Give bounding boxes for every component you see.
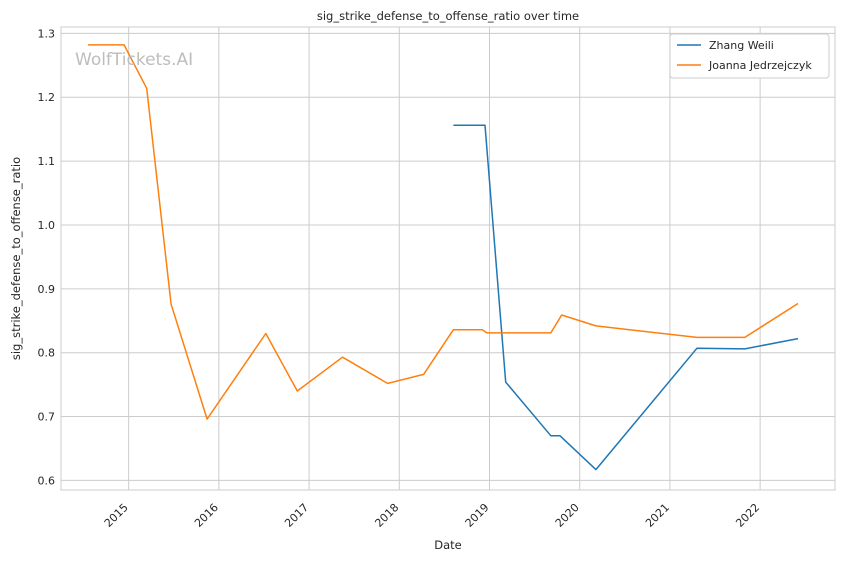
legend-box	[669, 33, 830, 79]
watermark-text: WolfTickets.AI	[75, 50, 193, 70]
x-tick-label: 2018	[372, 501, 401, 530]
legend-label-zhang-weili: Zhang Weili	[709, 39, 774, 52]
series-line-joanna-jedrzejczyk	[88, 44, 799, 420]
y-tick-label: 1.2	[38, 91, 56, 104]
x-tick-label: 2022	[733, 501, 762, 530]
series-line-zhang-weili	[453, 124, 799, 471]
x-tick-label: 2017	[282, 501, 311, 530]
legend: Zhang Weili Joanna Jedrzejczyk	[669, 33, 830, 79]
x-tick-label: 2020	[553, 501, 582, 530]
x-tick-label: 2021	[643, 501, 672, 530]
x-tick-label: 2019	[463, 501, 492, 530]
legend-label-joanna-jedrzejczyk: Joanna Jedrzejczyk	[708, 59, 812, 72]
y-tick-label: 0.7	[38, 411, 56, 424]
y-tick-label: 1.1	[38, 155, 56, 168]
y-tick-label: 0.8	[38, 347, 56, 360]
y-axis-ticks: 0.6 0.7 0.8 0.9 1.0 1.1 1.2 1.3	[38, 27, 56, 487]
plot-area	[60, 26, 836, 491]
y-tick-label: 0.6	[38, 474, 56, 487]
x-tick-label: 2016	[192, 501, 221, 530]
chart-title: sig_strike_defense_to_offense_ratio over…	[317, 9, 579, 23]
x-tick-label: 2015	[102, 501, 131, 530]
y-tick-label: 1.0	[38, 219, 56, 232]
series-lines	[88, 44, 799, 471]
y-tick-label: 0.9	[38, 283, 56, 296]
y-axis-label: sig_strike_defense_to_offense_ratio	[9, 157, 23, 360]
x-axis-ticks: 2015 2016 2017 2018 2019 2020 2021 2022	[102, 501, 762, 530]
grid-lines	[61, 27, 835, 490]
x-axis-label: Date	[434, 538, 462, 552]
y-tick-label: 1.3	[38, 27, 56, 40]
